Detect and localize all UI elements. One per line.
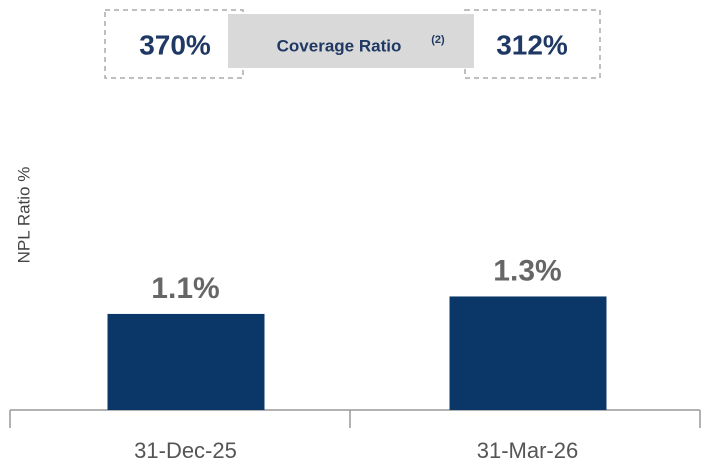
bar <box>449 296 607 410</box>
y-axis-label: NPL Ratio % <box>14 167 33 264</box>
x-tick-label: 31-Dec-25 <box>134 438 237 463</box>
value-label: 1.3% <box>493 254 561 287</box>
coverage-right: 312% <box>496 29 568 60</box>
bar <box>107 313 265 410</box>
x-tick-label: 31-Mar-26 <box>477 438 578 463</box>
coverage-superscript: (2) <box>431 34 445 46</box>
value-label: 1.1% <box>151 272 219 305</box>
coverage-label-box <box>228 14 474 68</box>
coverage-left: 370% <box>139 29 211 60</box>
coverage-label: Coverage Ratio <box>277 36 402 55</box>
